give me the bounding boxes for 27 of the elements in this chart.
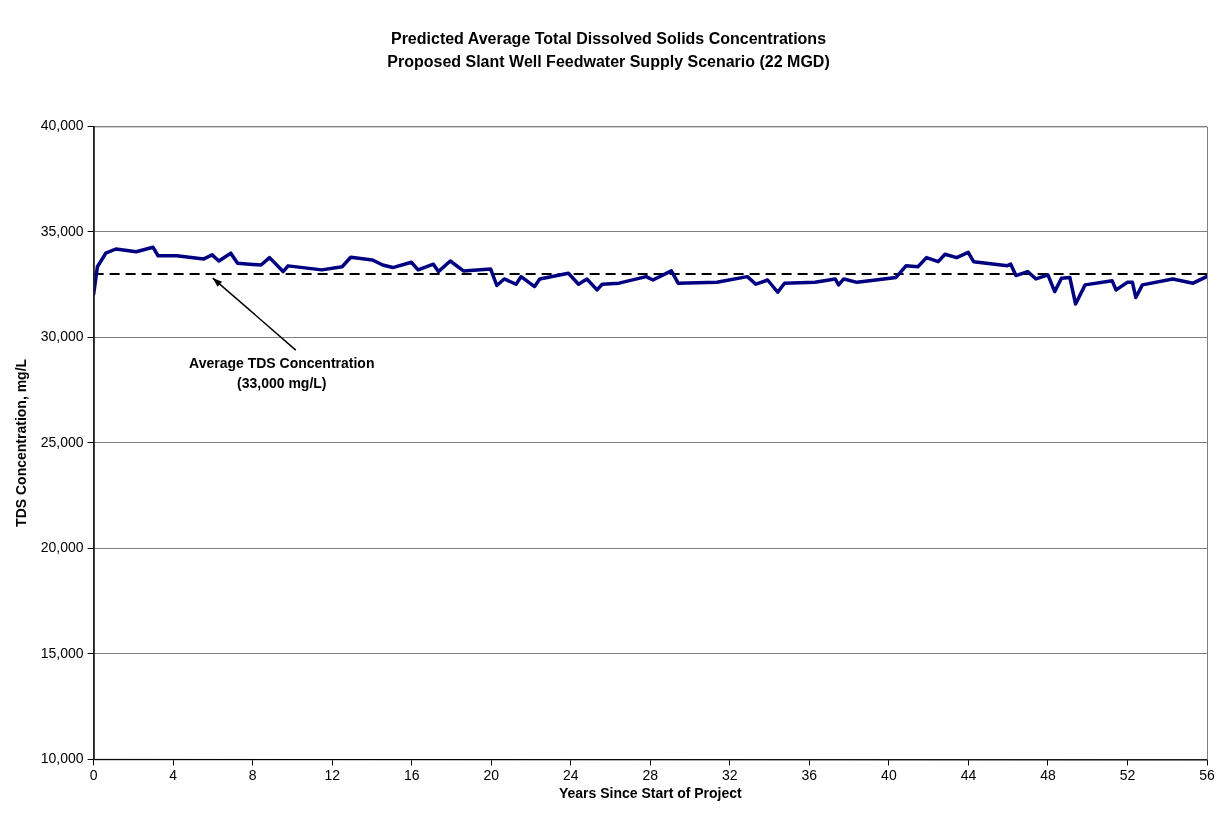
- x-tick-label: 36: [801, 766, 818, 783]
- x-tick-label: 48: [1040, 766, 1056, 783]
- y-tick-label: 15,000: [40, 644, 84, 661]
- x-tick-label: 20: [483, 766, 500, 783]
- x-tick-label: 24: [562, 766, 579, 783]
- ref-line-label: Average TDS Concentration (33,000 mg/L): [189, 354, 375, 391]
- x-tick-label: 4: [169, 766, 178, 783]
- y-tick-label: 40,000: [40, 117, 84, 134]
- y-tick-label: 35,000: [40, 222, 84, 239]
- x-tick-label: 8: [248, 766, 257, 783]
- y-tick-label: 25,000: [40, 433, 84, 450]
- x-tick-label: 28: [642, 766, 659, 783]
- x-tick-label: 0: [89, 766, 98, 783]
- x-tick-label: 56: [1199, 766, 1215, 783]
- y-axis-title: TDS Concentration, mg/L: [13, 358, 30, 527]
- x-axis-title: Years Since Start of Project: [558, 785, 743, 802]
- y-tick-label: 30,000: [40, 328, 84, 345]
- x-tick-label: 32: [722, 766, 738, 783]
- x-tick-label: 40: [881, 766, 897, 783]
- x-tick-label: 12: [324, 766, 341, 783]
- y-tick-label: 20,000: [40, 539, 84, 556]
- y-tick-label: 10,000: [40, 750, 84, 767]
- x-tick-label: 44: [960, 766, 977, 783]
- chart-subtitle: Proposed Slant Well Feedwater Supply Scenario (22 MGD): [387, 53, 830, 71]
- chart-title: Predicted Average Total Dissolved Solids Concentrations: [390, 30, 827, 48]
- x-tick-label: 16: [403, 766, 420, 783]
- x-tick-label: 52: [1119, 766, 1136, 783]
